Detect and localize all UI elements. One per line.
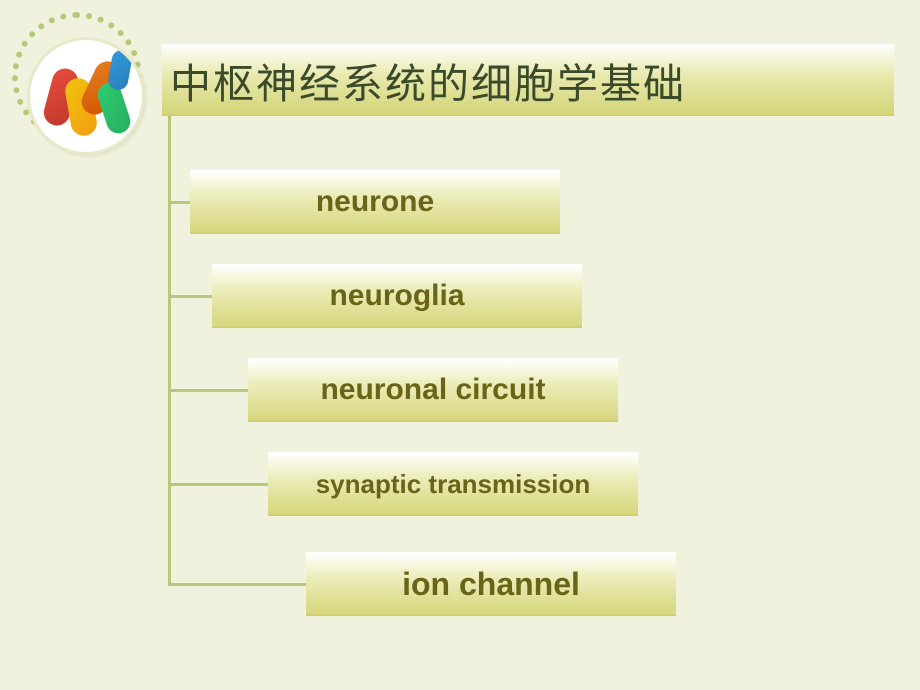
vertical-connector: [168, 116, 171, 586]
horizontal-connector: [168, 295, 212, 298]
list-item-label: synaptic transmission: [316, 469, 591, 500]
list-item-label: neuronal circuit: [320, 373, 545, 407]
horizontal-connector: [168, 201, 190, 204]
title-bar: 中枢神经系统的细胞学基础: [162, 44, 894, 116]
list-item: neurone: [190, 170, 560, 234]
list-item: neuroglia: [212, 264, 582, 328]
list-item: synaptic transmission: [268, 452, 638, 516]
page-title: 中枢神经系统的细胞学基础: [170, 50, 686, 110]
list-item-label: neurone: [316, 185, 434, 219]
horizontal-connector: [168, 583, 306, 586]
list-item: ion channel: [306, 552, 676, 616]
pills-icon: [30, 40, 142, 152]
list-item-label: neuroglia: [329, 279, 464, 313]
horizontal-connector: [168, 483, 268, 486]
horizontal-connector: [168, 389, 248, 392]
list-item: neuronal circuit: [248, 358, 618, 422]
list-item-label: ion channel: [402, 566, 580, 603]
